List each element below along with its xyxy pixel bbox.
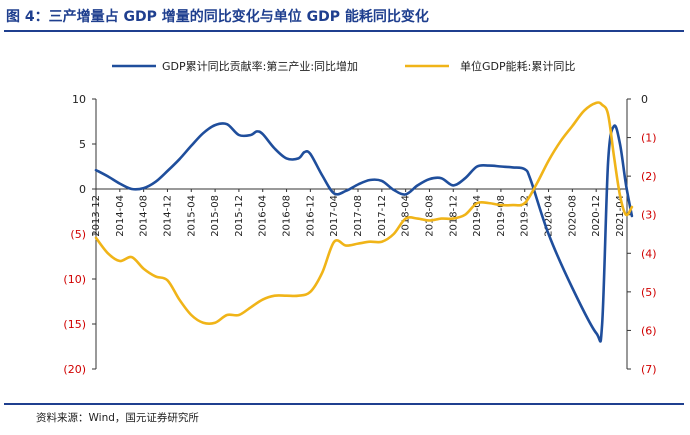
x-tick-label: 2018-04: [401, 195, 412, 237]
x-tick-label: 2014-04: [115, 195, 126, 237]
x-tick-label: 2013-12: [91, 195, 102, 237]
title-rule: [4, 30, 684, 32]
x-tick-label: 2019-12: [520, 195, 531, 237]
left-tick-label: 5: [79, 138, 86, 151]
x-tick-label: 2017-08: [353, 195, 364, 237]
x-tick-label: 2017-12: [377, 195, 388, 237]
legend-label: 单位GDP能耗:累计同比: [460, 59, 575, 73]
right-tick-label: (4): [641, 247, 657, 260]
left-tick-label: 0: [79, 183, 86, 196]
left-tick-label: (5): [70, 228, 86, 241]
x-tick-label: 2020-04: [544, 195, 555, 237]
x-tick-label: 2014-08: [139, 195, 150, 237]
left-tick-label: 10: [72, 93, 86, 106]
right-tick-label: (3): [641, 209, 657, 222]
right-tick-label: (2): [641, 170, 657, 183]
x-tick-label: 2015-08: [210, 195, 221, 237]
right-tick-label: (5): [641, 286, 657, 299]
figure-title: 图 4：三产增量占 GDP 增量的同比变化与单位 GDP 能耗同比变化: [6, 9, 429, 25]
right-tick-label: (6): [641, 324, 657, 337]
series-line-energy-intensity: [94, 101, 634, 325]
x-tick-label: 2020-08: [567, 195, 578, 237]
source-rule: [4, 403, 684, 405]
right-tick-label: (7): [641, 363, 657, 376]
x-tick-label: 2014-12: [162, 195, 173, 237]
x-tick-label: 2018-08: [424, 195, 435, 237]
right-tick-label: (1): [641, 132, 657, 145]
x-tick-label: 2021-04: [615, 195, 626, 237]
x-tick-label: 2015-04: [186, 195, 197, 237]
x-tick-label: 2020-12: [591, 195, 602, 237]
x-tick-label: 2015-12: [234, 195, 245, 237]
left-tick-label: (10): [63, 273, 86, 286]
x-tick-label: 2016-04: [258, 195, 269, 237]
x-tick-label: 2018-12: [448, 195, 459, 237]
x-tick-label: 2016-12: [305, 195, 316, 237]
source-note: 资料来源：Wind，国元证券研究所: [36, 412, 199, 424]
chart-series: [94, 101, 634, 343]
x-tick-label: 2019-04: [472, 195, 483, 237]
chart-axes: 10 5 0 (5) (10) (15) (20) 0 (1) (2) (3) (4) (5) (6) (7…: [63, 93, 656, 376]
x-tick-label: 2017-04: [329, 195, 340, 237]
x-tick-label: 2019-08: [496, 195, 507, 237]
right-tick-label: 0: [641, 93, 648, 106]
chart-legend: GDP累计同比贡献率:第三产业:同比增加 单位GDP能耗:累计同比: [112, 59, 575, 73]
left-tick-label: (15): [63, 318, 86, 331]
x-tick-label: 2016-08: [282, 195, 293, 237]
legend-label: GDP累计同比贡献率:第三产业:同比增加: [162, 59, 358, 73]
series-line-tertiary-contribution: [94, 122, 634, 343]
left-tick-label: (20): [63, 363, 86, 376]
